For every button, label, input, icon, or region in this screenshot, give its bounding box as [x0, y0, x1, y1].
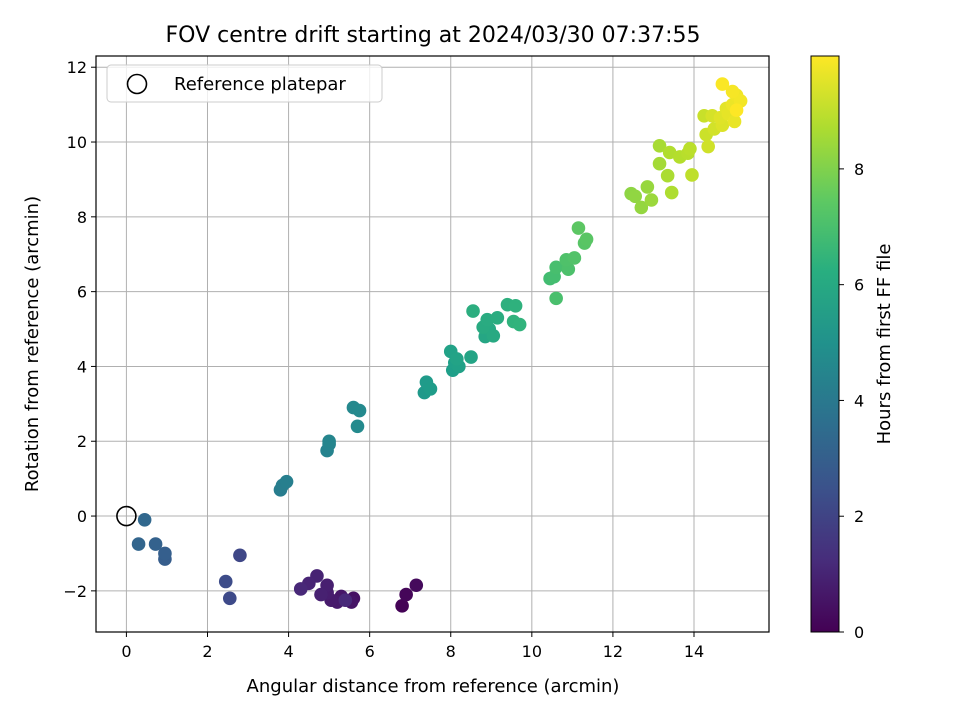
data-point — [409, 578, 424, 593]
y-tick-label: 4 — [77, 357, 87, 376]
reference-marker — [116, 505, 137, 527]
x-tick-label: 12 — [603, 642, 623, 661]
data-point — [218, 574, 233, 589]
colorbar-tick-label: 8 — [854, 160, 864, 179]
data-point — [715, 77, 730, 91]
data-point — [322, 434, 336, 449]
y-tick-label: 8 — [77, 208, 87, 227]
data-point — [450, 352, 464, 366]
data-point — [549, 291, 563, 306]
data-points — [131, 77, 748, 613]
data-point — [549, 260, 563, 275]
data-point — [395, 599, 409, 613]
colorbar-tick-label: 0 — [854, 623, 864, 642]
x-tick-label: 8 — [446, 642, 456, 661]
data-point — [644, 193, 659, 207]
x-tick-label: 14 — [684, 642, 704, 661]
x-tick-label: 6 — [365, 642, 375, 661]
colorbar-tick-label: 6 — [854, 276, 864, 295]
data-point — [685, 168, 699, 182]
data-point — [490, 311, 505, 325]
x-tick-label: 10 — [522, 642, 542, 661]
y-axis-label: Rotation from reference (arcmin) — [22, 196, 43, 492]
data-point — [729, 103, 744, 118]
legend-reference-label: Reference platepar — [174, 74, 346, 95]
data-point — [423, 382, 438, 396]
data-point — [727, 114, 742, 129]
data-point — [464, 350, 478, 364]
data-point — [508, 299, 523, 313]
data-point — [652, 156, 667, 171]
chart-title: FOV centre drift starting at 2024/03/30 … — [166, 23, 701, 48]
y-tick-label: 10 — [67, 133, 87, 152]
x-axis-label: Angular distance from reference (arcmin) — [247, 676, 620, 697]
data-point — [279, 474, 294, 489]
y-tick-label: −2 — [63, 582, 87, 601]
data-point — [293, 582, 308, 596]
data-point — [683, 141, 697, 156]
data-point — [314, 587, 328, 602]
data-point — [640, 180, 655, 194]
data-point — [660, 168, 675, 183]
data-point — [233, 548, 247, 563]
data-point — [137, 512, 152, 527]
data-point — [466, 304, 480, 318]
colorbar-tick-label: 4 — [854, 391, 864, 410]
data-point — [399, 587, 413, 602]
data-point — [725, 84, 740, 99]
data-point — [571, 221, 586, 235]
x-tick-label: 0 — [121, 642, 131, 661]
colorbar: 0 2 4 6 8 Hours from first FF file — [810, 55, 895, 642]
legend-box — [106, 64, 383, 103]
data-point — [634, 200, 649, 215]
data-point — [480, 312, 495, 327]
y-tick-label: 0 — [77, 507, 87, 526]
y-axis-ticks: −2 0 2 4 6 8 10 12 — [63, 58, 96, 601]
y-tick-label: 12 — [67, 58, 87, 77]
x-tick-label: 4 — [283, 642, 293, 661]
y-tick-label: 2 — [77, 432, 87, 451]
data-point — [579, 232, 594, 247]
colorbar-ticks: 0 2 4 6 8 — [839, 160, 864, 642]
data-point — [567, 251, 582, 265]
data-point — [512, 317, 527, 332]
colorbar-label: Hours from first FF file — [874, 244, 895, 445]
legend: Reference platepar — [106, 64, 383, 103]
colorbar-tick-label: 2 — [854, 507, 864, 526]
data-point — [664, 185, 679, 200]
data-point — [486, 328, 501, 343]
reference-marker-group — [116, 505, 137, 527]
data-point — [158, 546, 172, 561]
data-point — [652, 138, 667, 153]
grid-lines — [96, 56, 769, 632]
data-point — [131, 537, 146, 551]
plot-frame — [95, 55, 770, 633]
x-axis-ticks: 0 2 4 6 8 10 12 14 — [121, 632, 704, 661]
legend-reference-marker — [126, 73, 148, 95]
data-point — [338, 593, 353, 608]
colorbar-gradient — [810, 55, 840, 633]
x-tick-label: 2 — [202, 642, 212, 661]
data-point — [662, 145, 677, 160]
data-point — [352, 403, 367, 418]
y-tick-label: 6 — [77, 283, 87, 302]
data-point — [701, 139, 715, 154]
data-point — [222, 591, 237, 606]
data-point — [148, 537, 163, 551]
data-point — [628, 189, 643, 204]
data-point — [350, 419, 365, 434]
